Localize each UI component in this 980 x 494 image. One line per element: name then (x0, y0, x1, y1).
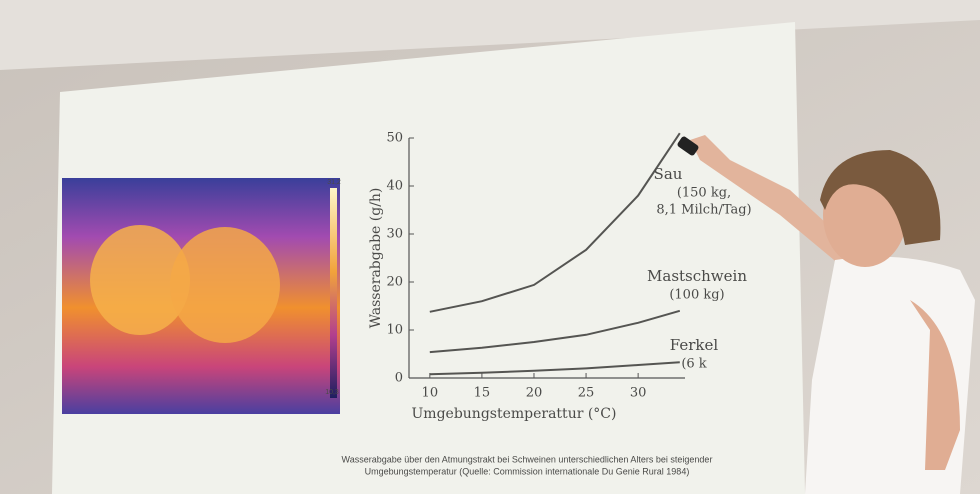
series-line (429, 309, 681, 354)
x-tick-label: 25 (578, 386, 595, 401)
y-tick-label: 10 (386, 323, 403, 338)
series-label: Mastschwein (647, 267, 747, 285)
hair (820, 150, 941, 245)
arm (910, 300, 960, 470)
x-tick-label: 15 (474, 386, 491, 401)
pig (90, 225, 190, 335)
series-annotation: (100 kg) (669, 288, 724, 303)
thermal-max: 31,2 (327, 179, 341, 186)
y-tick-label: 0 (395, 371, 403, 386)
thermal-scale (330, 188, 337, 398)
thermal-min: 10,3 (325, 389, 339, 396)
series-annotation: (6 k (681, 357, 706, 372)
presenter (677, 135, 975, 494)
caption: Wasserabgabe über den Atmungstrakt bei S… (342, 454, 713, 464)
arm (690, 135, 850, 265)
y-tick-label: 50 (386, 131, 403, 146)
y-axis-label: Wasserabgabe (g/h) (368, 188, 384, 329)
x-tick-label: 20 (526, 386, 543, 401)
series-label: Ferkel (670, 336, 719, 354)
y-tick-label: 40 (386, 179, 403, 194)
series-label: Sau (654, 165, 683, 183)
x-tick-label: 30 (630, 386, 647, 401)
ceiling (0, 0, 980, 70)
series-annotation: (150 kg, (677, 186, 731, 201)
pig (170, 227, 280, 343)
x-tick-label: 10 (422, 386, 439, 401)
x-axis-label: Umgebungstemperattur (°C) (412, 406, 617, 422)
series-annotation: 8,1 Milch/Tag) (656, 203, 751, 218)
y-tick-label: 20 (386, 275, 403, 290)
caption: Umgebungstemperatur (Quelle: Commission … (365, 466, 690, 476)
pointer (677, 136, 699, 156)
series-line (429, 361, 680, 376)
series-line (429, 132, 681, 313)
y-tick-label: 30 (386, 227, 403, 242)
chart: 0 10 20 30 40 50 10 15 20 25 30 Sau (150 kg, 8,1 Milc… (386, 131, 751, 401)
